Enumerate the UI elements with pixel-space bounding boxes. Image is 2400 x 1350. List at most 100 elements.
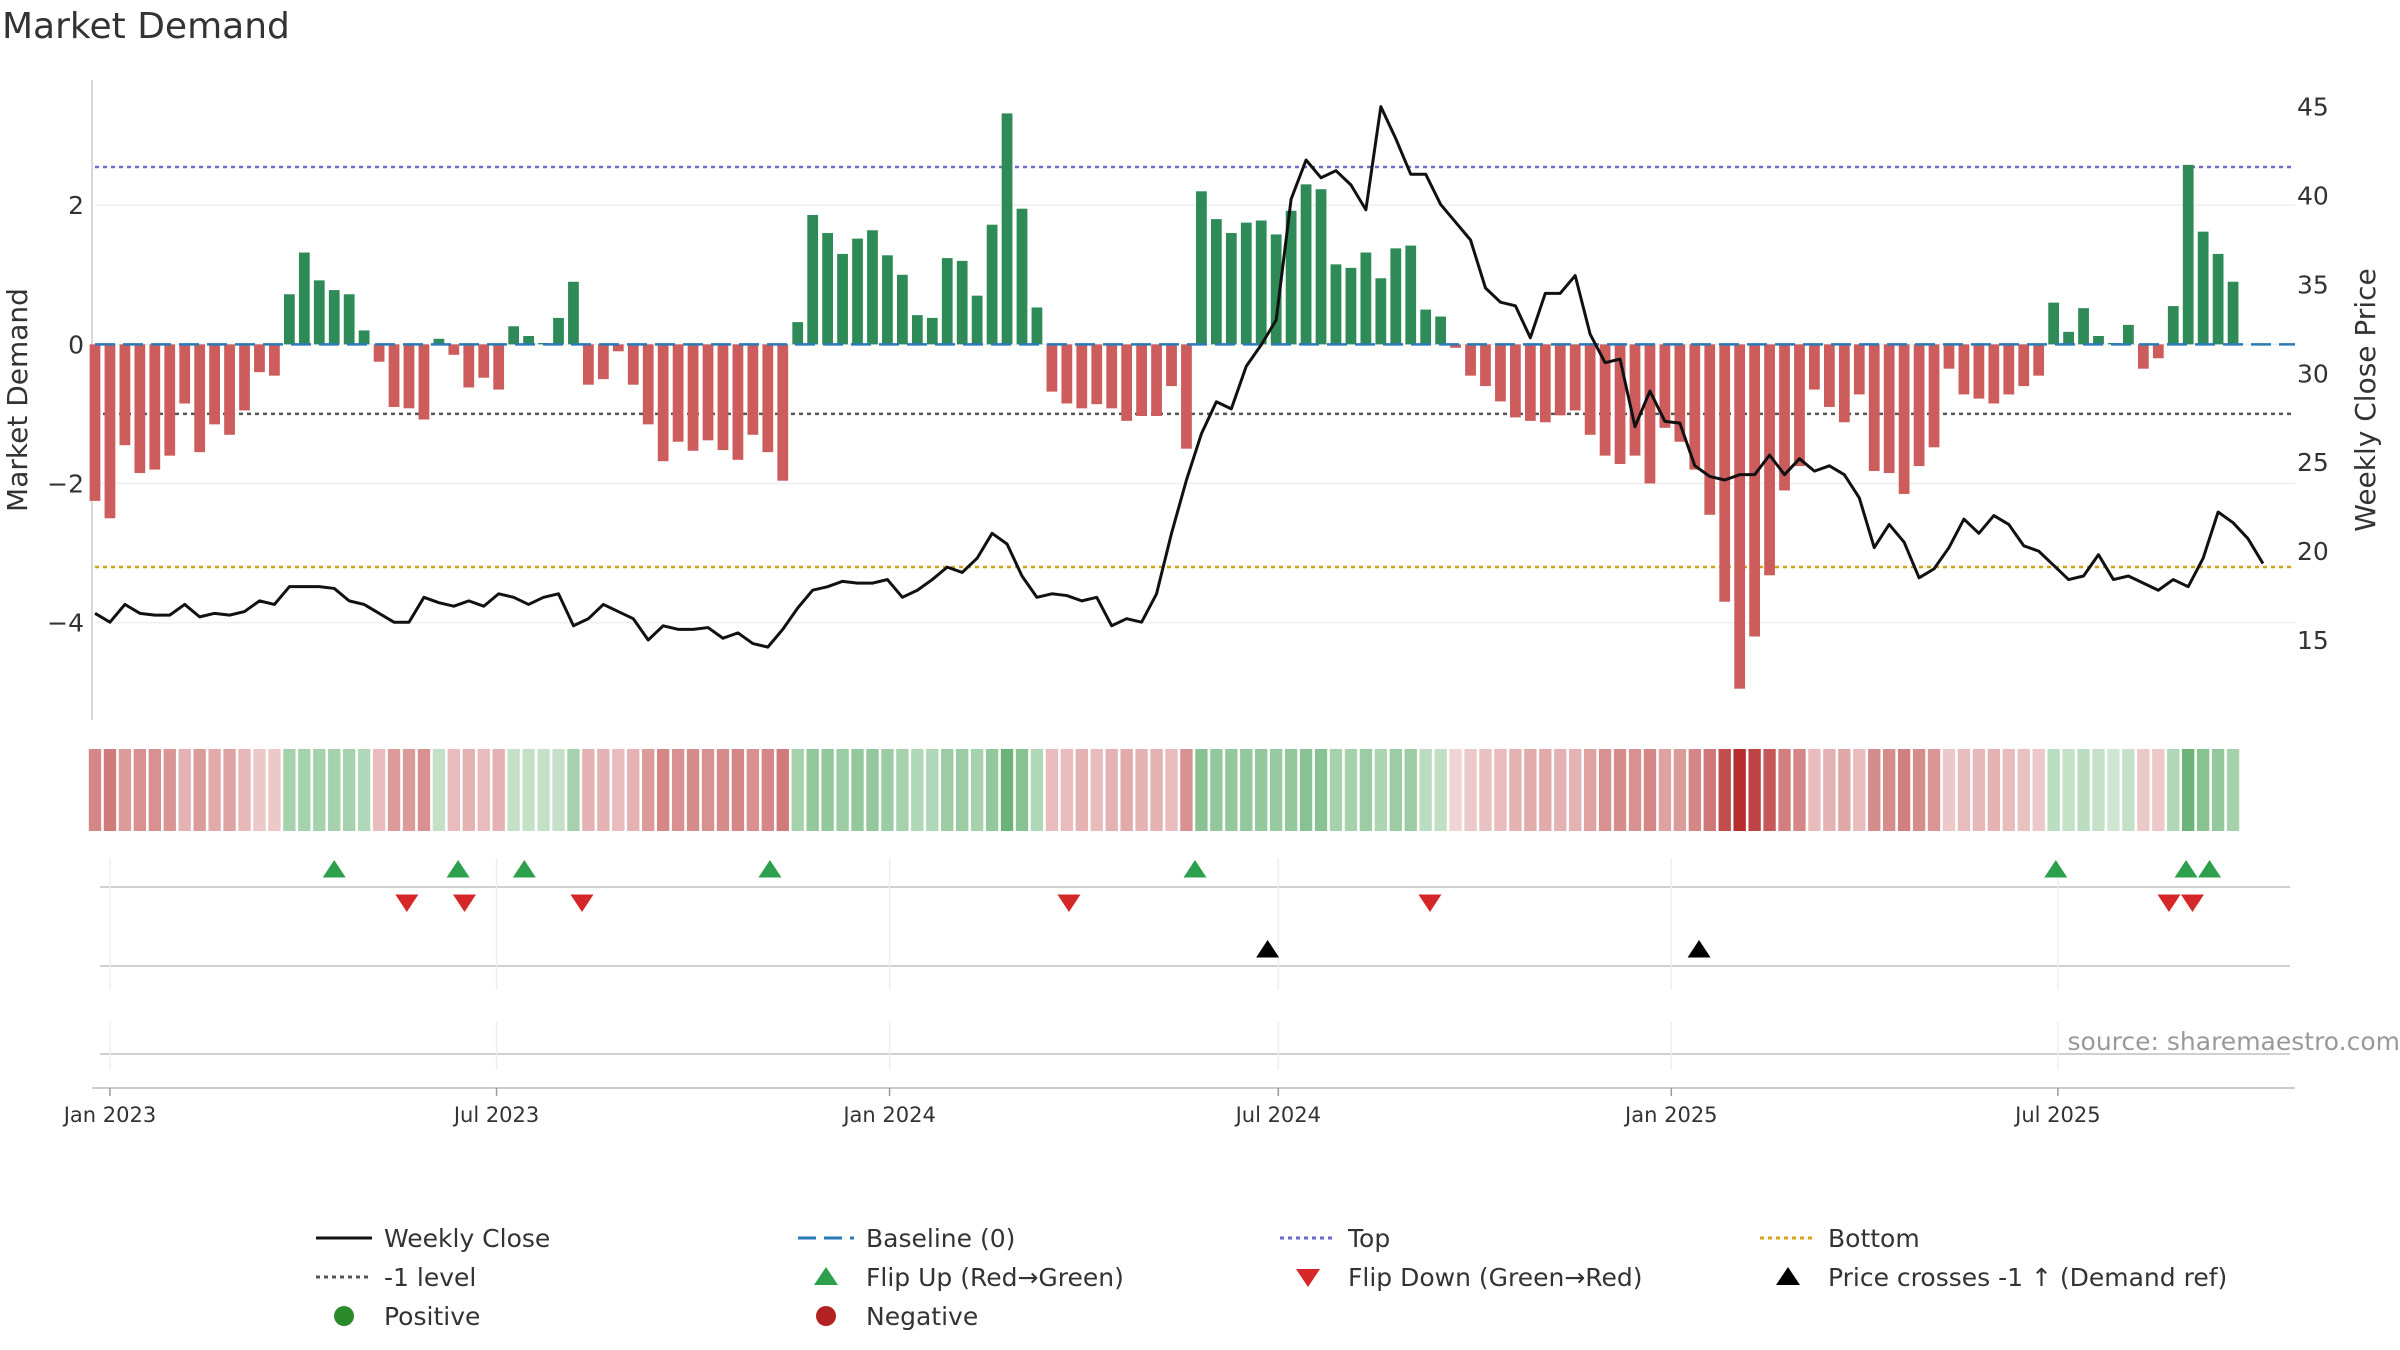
legend-swatch	[814, 1267, 838, 1285]
flip-up-marker	[512, 860, 536, 878]
x-tick-label: Jul 2023	[452, 1103, 539, 1127]
legend-item: Positive	[334, 1302, 480, 1331]
heat-cell	[1942, 749, 1956, 831]
heat-cell	[1389, 749, 1402, 831]
heat-cell	[1658, 749, 1672, 831]
demand-bar	[1973, 344, 1985, 399]
demand-bar	[1240, 222, 1252, 345]
demand-bars	[89, 113, 2295, 689]
demand-bar	[1196, 191, 1207, 345]
legend-label: Flip Up (Red→Green)	[866, 1263, 1124, 1292]
heat-cell	[582, 749, 595, 831]
demand-bar	[1435, 316, 1447, 345]
demand-bar	[1898, 344, 1910, 494]
heat-cell	[223, 749, 236, 831]
demand-bar	[224, 344, 235, 435]
demand-bar	[897, 274, 908, 345]
heat-cell	[746, 749, 760, 831]
heat-cell	[1703, 749, 1716, 831]
heat-cell	[956, 749, 969, 831]
heat-cell	[462, 749, 475, 831]
x-tick-label: Jan 2024	[841, 1103, 936, 1127]
demand-bar	[403, 344, 415, 409]
legend-label: Positive	[384, 1302, 480, 1331]
demand-bar	[239, 344, 250, 411]
demand-bar	[134, 344, 146, 474]
demand-bar	[1345, 267, 1357, 345]
heat-cell	[1225, 749, 1238, 831]
heat-cell	[118, 749, 132, 831]
heat-cell	[238, 749, 251, 831]
demand-bar	[1480, 344, 1491, 387]
heat-cell	[1793, 749, 1806, 831]
demand-bar	[1674, 344, 1686, 442]
heat-cell	[2137, 749, 2150, 831]
demand-bar	[1450, 344, 1461, 348]
heat-cell	[2196, 749, 2210, 831]
heat-cell	[1748, 749, 1761, 831]
demand-bar	[1151, 344, 1162, 416]
demand-bar	[822, 233, 834, 345]
legend-swatch	[334, 1306, 354, 1326]
demand-heat-strip	[88, 749, 2240, 831]
heat-cell	[1479, 749, 1492, 831]
heat-cell	[1060, 749, 1074, 831]
demand-bar	[732, 344, 744, 460]
legend-item: Baseline (0)	[798, 1224, 1015, 1253]
event-markers	[322, 860, 2222, 958]
demand-bar	[1285, 210, 1297, 345]
heat-cell	[761, 749, 774, 831]
flip-up-marker	[1183, 860, 1207, 878]
demand-bar	[328, 290, 340, 345]
heat-cell	[1180, 749, 1193, 831]
heat-cell	[283, 749, 296, 831]
x-tick-label: Jan 2025	[1623, 1103, 1718, 1127]
heat-cell	[1733, 749, 1746, 831]
demand-bar	[388, 344, 400, 407]
heat-cell	[88, 749, 102, 831]
demand-bar	[149, 344, 161, 470]
demand-bar	[1166, 344, 1177, 387]
demand-bar	[1091, 344, 1103, 405]
heat-cell	[776, 749, 789, 831]
demand-bar	[657, 344, 669, 462]
demand-bar	[956, 260, 968, 345]
demand-bar	[1181, 344, 1192, 449]
right-tick-label: 15	[2297, 626, 2329, 655]
right-tick-label: 25	[2297, 448, 2329, 477]
heat-cell	[1314, 749, 1328, 831]
demand-bar	[672, 344, 684, 442]
heat-cell	[507, 749, 520, 831]
legend-label: Negative	[866, 1302, 978, 1331]
heat-cell	[1344, 749, 1358, 831]
demand-bar	[89, 344, 101, 501]
heat-cell	[1957, 749, 1971, 831]
demand-bar	[1779, 344, 1790, 491]
heat-cell	[2032, 749, 2045, 831]
demand-bar	[179, 344, 191, 404]
demand-bar	[1913, 344, 1925, 467]
demand-bar	[2063, 331, 2074, 345]
demand-bar	[1524, 344, 1536, 421]
demand-bar	[2212, 253, 2224, 345]
heat-cell	[941, 749, 954, 831]
demand-bar	[1495, 344, 1506, 402]
demand-bar	[941, 258, 953, 345]
demand-bar	[1809, 344, 1820, 390]
heat-cell	[716, 749, 730, 831]
flip-down-marker	[453, 894, 477, 912]
heat-cell	[1598, 749, 1612, 831]
demand-bar	[1046, 344, 1058, 392]
heat-cell	[328, 749, 341, 831]
heat-cell	[1509, 749, 1522, 831]
legend-item: Top	[1280, 1224, 1390, 1253]
heat-cell	[387, 749, 401, 831]
demand-bar	[283, 294, 295, 345]
event-panels	[92, 886, 2295, 1089]
heat-cell	[133, 749, 147, 831]
x-tick-label: Jul 2024	[1234, 1103, 1321, 1127]
demand-bar	[986, 224, 998, 345]
demand-bar	[1225, 233, 1237, 345]
heat-cell	[1539, 749, 1552, 831]
